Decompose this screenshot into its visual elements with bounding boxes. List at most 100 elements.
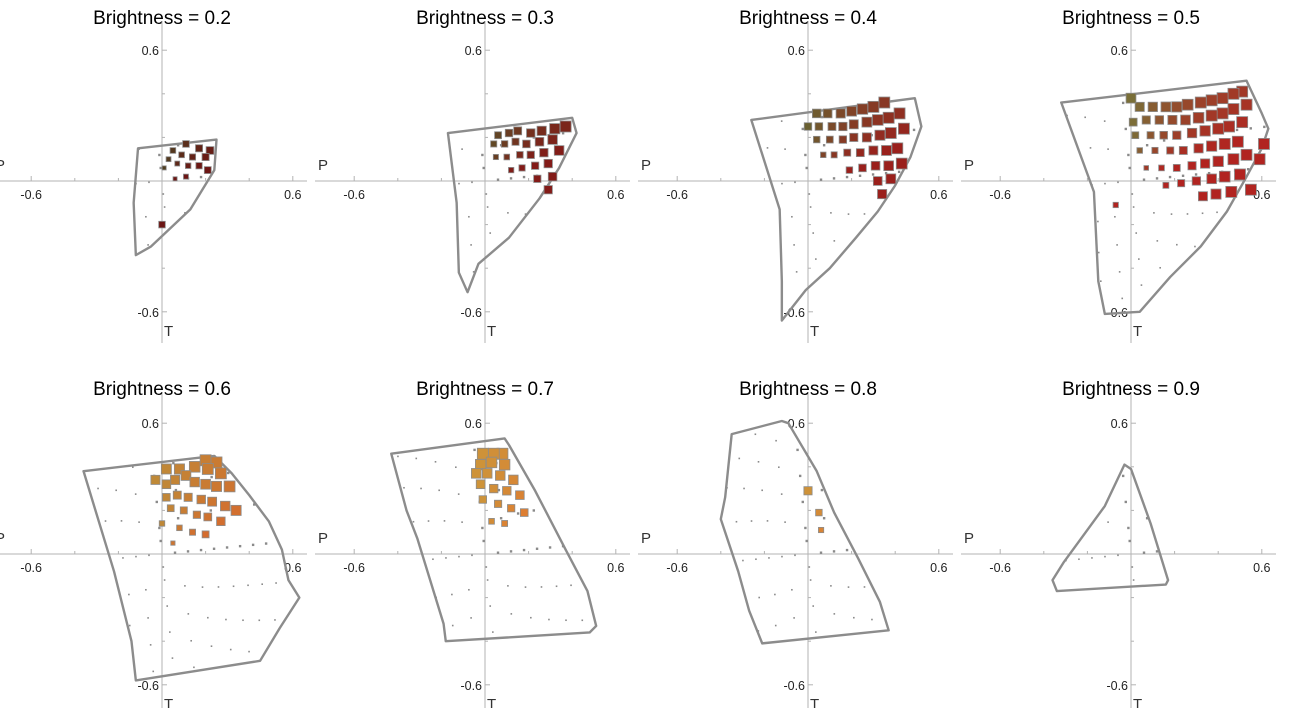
highlight-mark — [1187, 161, 1197, 171]
grid-mark — [738, 457, 741, 460]
highlight-mark — [216, 516, 226, 526]
highlight-mark — [1172, 164, 1181, 172]
grid-mark — [845, 175, 849, 179]
highlight-mark — [200, 478, 211, 490]
grid-mark — [793, 244, 795, 246]
grid-mark — [274, 619, 276, 621]
highlight-mark — [185, 162, 192, 169]
highlight-mark — [1192, 112, 1205, 124]
highlight-mark — [1166, 146, 1175, 155]
grid-mark — [833, 613, 836, 615]
highlight-mark — [195, 144, 204, 153]
highlight-mark — [1134, 101, 1145, 112]
highlight-mark — [803, 486, 813, 496]
grid-mark — [225, 546, 229, 549]
grid-mark — [1128, 539, 1131, 543]
grid-mark — [199, 548, 203, 552]
highlight-mark — [207, 496, 218, 507]
y-tick-label: 0.6 — [1111, 44, 1128, 58]
grid-mark — [863, 586, 866, 588]
panel-5: Brightness = 0.6 -0.6 0.6 0.6 -0.6 P T — [0, 379, 307, 708]
grid-mark — [1121, 101, 1125, 105]
highlight-mark — [516, 151, 524, 159]
grid-mark — [482, 166, 485, 170]
grid-mark — [261, 583, 263, 585]
grid-mark — [1131, 566, 1134, 568]
grid-mark — [468, 215, 470, 218]
panel-title: Brightness = 0.7 — [416, 379, 554, 400]
highlight-mark — [1193, 143, 1204, 154]
x-tick-label: -0.6 — [343, 561, 365, 575]
grid-mark — [190, 639, 192, 642]
highlight-mark — [513, 126, 523, 136]
panel-8: Brightness = 0.9 -0.6 0.6 0.6 -0.6 P T — [961, 379, 1276, 708]
grid-mark — [489, 605, 492, 607]
grid-mark — [794, 554, 796, 557]
grid-mark — [251, 543, 255, 547]
grid-mark — [735, 520, 738, 523]
gamut-boundary — [446, 116, 578, 294]
grid-mark — [832, 177, 836, 180]
highlight-mark — [1200, 158, 1211, 169]
grid-mark — [1124, 127, 1127, 131]
highlight-marks — [490, 120, 572, 195]
grid-mark — [819, 178, 823, 181]
highlight-mark — [205, 146, 215, 155]
grid-mark — [1135, 232, 1138, 234]
y-tick-label: 0.6 — [1111, 417, 1128, 431]
grid-mark — [1140, 284, 1143, 286]
grid-mark — [524, 213, 527, 215]
x-tick-label: -0.6 — [989, 188, 1011, 202]
grid-mark — [507, 212, 509, 214]
x-tick-label: 0.6 — [1253, 188, 1270, 202]
highlight-marks — [471, 447, 529, 527]
highlight-mark — [895, 157, 908, 170]
panel-title: Brightness = 0.2 — [93, 8, 231, 29]
y-axis-name: T — [487, 696, 496, 708]
highlight-mark — [861, 116, 873, 128]
grid-mark — [1116, 244, 1118, 246]
panel-title: Brightness = 0.6 — [93, 379, 231, 400]
highlight-mark — [1167, 115, 1178, 125]
grid-mark — [184, 585, 186, 587]
panel-1: Brightness = 0.2 -0.6 0.6 0.6 -0.6 P T — [0, 8, 307, 343]
grid-mark — [496, 551, 500, 554]
highlight-mark — [183, 492, 193, 502]
highlight-mark — [536, 125, 547, 136]
grid-mark — [812, 605, 815, 607]
panel-4: Brightness = 0.5-0.6 0.60.6-0.6PT — [961, 8, 1276, 343]
grid-mark — [193, 666, 195, 669]
highlight-mark — [812, 108, 822, 119]
highlight-mark — [1162, 182, 1170, 189]
grid-mark — [793, 617, 795, 619]
grid-mark — [438, 489, 440, 492]
grid-mark — [397, 455, 399, 458]
grid-mark — [229, 648, 232, 651]
highlight-mark — [1216, 92, 1229, 105]
grid-mark — [1097, 251, 1100, 254]
highlight-mark — [1180, 114, 1191, 126]
grid-mark — [1194, 245, 1196, 248]
highlight-mark — [846, 105, 857, 117]
grid-mark — [252, 503, 256, 506]
grid-mark — [1114, 215, 1116, 218]
grid-mark — [565, 619, 567, 622]
panel-7: Brightness = 0.8-0.6 0.60.6-0.6PT — [638, 379, 953, 708]
grid-mark — [1249, 127, 1252, 130]
grid-mark — [1104, 182, 1106, 185]
highlight-mark — [150, 474, 161, 485]
grid-mark — [492, 631, 494, 633]
x-axis-name: P — [318, 157, 328, 174]
highlight-mark — [485, 456, 498, 469]
highlight-mark — [838, 135, 848, 144]
x-tick-label: 0.6 — [930, 188, 947, 202]
x-tick-label: -0.6 — [666, 188, 688, 202]
highlight-mark — [1136, 147, 1143, 154]
highlight-mark — [502, 486, 512, 496]
grid-mark — [1235, 128, 1239, 132]
grid-mark — [804, 526, 807, 530]
highlight-mark — [189, 153, 197, 161]
highlight-mark — [1206, 140, 1218, 152]
y-tick-label: 0.6 — [465, 417, 482, 431]
grid-mark — [485, 566, 488, 568]
